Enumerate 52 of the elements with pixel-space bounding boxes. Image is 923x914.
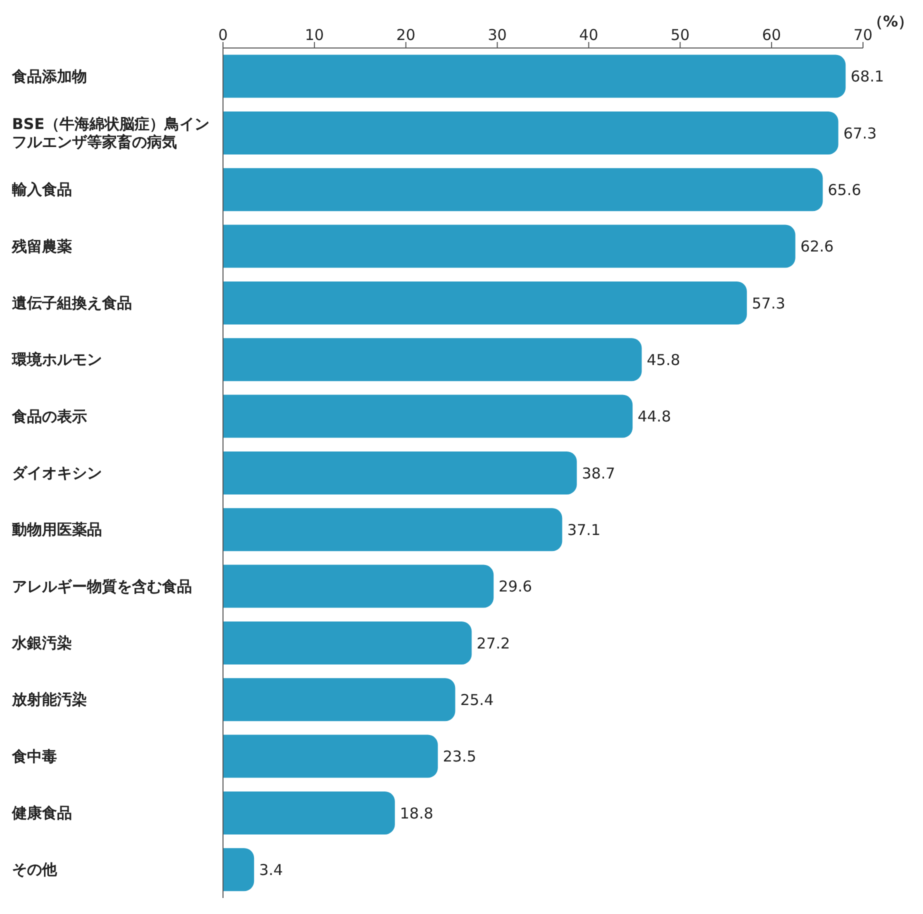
- y-tick-label: 食中毒: [11, 747, 57, 766]
- bar: [223, 54, 846, 98]
- y-tick-label: ダイオキシン: [12, 464, 102, 482]
- y-tick-label: 遺伝子組換え食品: [12, 294, 132, 312]
- y-tick-label: 動物用医薬品: [11, 520, 102, 539]
- y-tick-label: 環境ホルモン: [11, 350, 102, 369]
- data-label: 18.8: [400, 804, 434, 822]
- y-tick-label: 水銀汚染: [11, 634, 72, 652]
- x-tick-label: 10: [304, 26, 324, 44]
- y-tick-label: 残留農薬: [11, 237, 72, 256]
- x-tick-label: 60: [762, 26, 782, 44]
- x-tick-label: 0: [218, 26, 228, 44]
- data-label: 29.6: [498, 578, 532, 596]
- bar: [223, 564, 494, 608]
- data-label: 23.5: [442, 748, 476, 766]
- x-tick-label: 20: [396, 26, 416, 44]
- bar: [223, 394, 633, 438]
- data-label: 27.2: [476, 634, 510, 652]
- x-tick-label: 40: [579, 26, 598, 44]
- bar: [223, 338, 642, 382]
- bar: [223, 848, 254, 892]
- bar: [223, 451, 577, 494]
- y-tick-label: その他: [12, 860, 58, 879]
- bar: [223, 678, 456, 722]
- data-label: 38.7: [582, 464, 616, 482]
- y-tick-label: 食品の表示: [11, 407, 87, 426]
- data-label: 45.8: [646, 350, 680, 369]
- y-tick-label: 健康食品: [11, 804, 72, 822]
- bar: [223, 111, 838, 154]
- bar: [223, 281, 747, 324]
- bar: [223, 224, 796, 268]
- x-tick-label: 50: [670, 26, 690, 44]
- bar: [223, 621, 472, 664]
- data-label: 25.4: [460, 690, 494, 709]
- y-tick-label: 輸入食品: [11, 180, 72, 199]
- bar: [223, 791, 395, 834]
- data-label: 67.3: [843, 124, 877, 142]
- data-label: 62.6: [800, 238, 834, 256]
- data-label: 44.8: [638, 408, 672, 426]
- y-tick-label: アレルギー物質を含む食品: [12, 577, 192, 596]
- y-tick-label: BSE（牛海綿状脳症）鳥インフルエンザ等家畜の病気: [12, 115, 210, 151]
- y-tick-label: 放射能汚染: [11, 690, 87, 709]
- data-label: 68.1: [850, 68, 884, 86]
- data-label: 57.3: [752, 294, 786, 312]
- bar: [223, 734, 438, 778]
- data-label: 37.1: [567, 520, 601, 539]
- bar: [223, 508, 562, 552]
- bar: [223, 168, 823, 212]
- data-label: 65.6: [828, 180, 862, 199]
- y-tick-label: 食品添加物: [11, 67, 87, 86]
- x-tick-label: 30: [488, 26, 507, 44]
- data-label: 3.4: [259, 860, 283, 879]
